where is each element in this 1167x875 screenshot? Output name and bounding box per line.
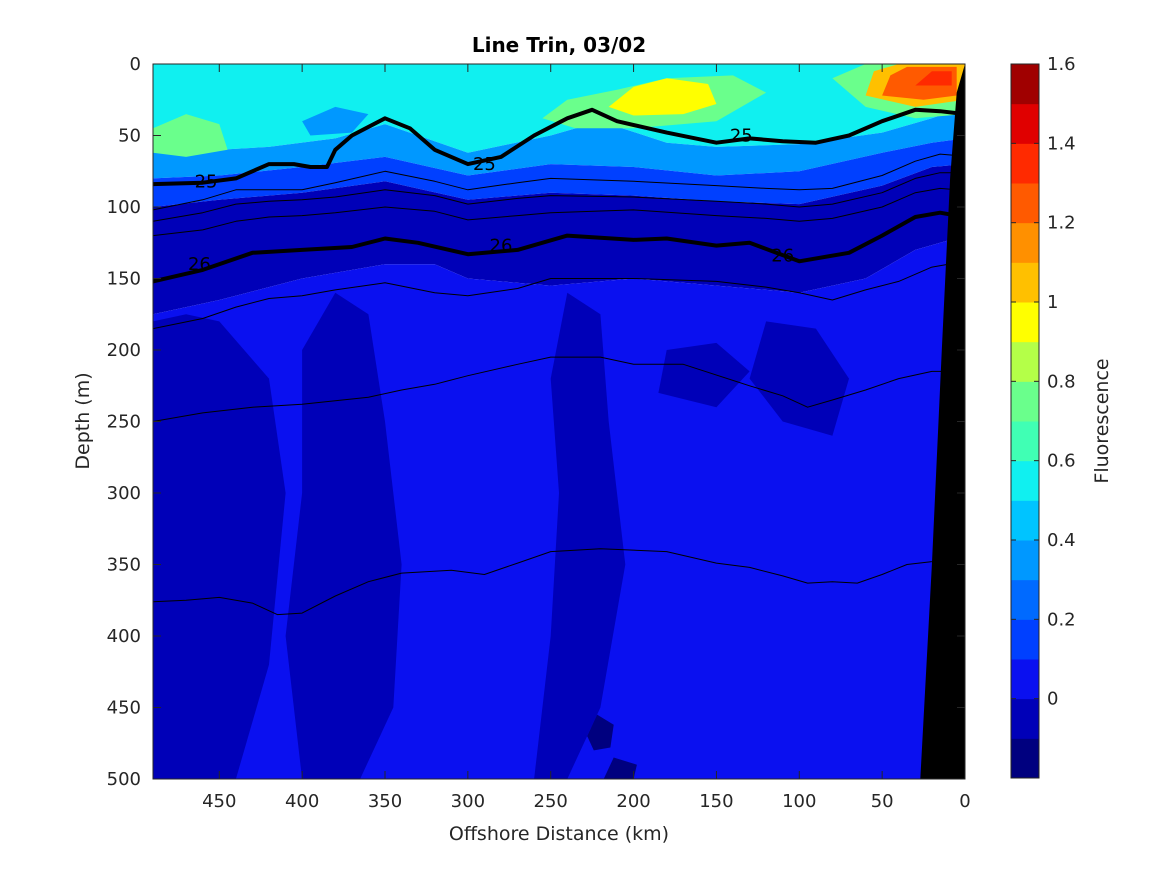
chart-title: Line Trin, 03/02	[472, 33, 646, 57]
y-tick-label-50: 50	[118, 126, 141, 147]
colorbar-level-14	[1011, 183, 1039, 224]
colorbar-level-15	[1011, 143, 1039, 184]
fluorescence-patch-11	[749, 321, 849, 436]
fluorescence-patch-8	[153, 314, 286, 779]
x-tick-label-400: 400	[285, 791, 319, 812]
y-tick-label-350: 350	[107, 555, 141, 576]
colorbar-level-13	[1011, 222, 1039, 263]
fluorescence-patches	[153, 64, 965, 779]
bathymetry-shelf	[920, 64, 965, 779]
colorbar-level-0	[1011, 738, 1039, 779]
x-tick-label-350: 350	[368, 791, 402, 812]
colorbar-tick-label-0: 0	[1047, 689, 1058, 710]
colorbar-level-7	[1011, 460, 1039, 501]
fluorescence-patch-2	[608, 78, 717, 116]
density-contour-thin-7	[153, 548, 932, 616]
x-tick-label-200: 200	[616, 791, 650, 812]
contour-label-26-0: 26	[188, 254, 211, 275]
colorbar-level-5	[1011, 540, 1039, 581]
fluorescence-patch-10	[534, 292, 626, 779]
colorbar-tick-label-0.8: 0.8	[1047, 371, 1076, 392]
y-tick-label-0: 0	[130, 54, 141, 75]
y-axis-label: Depth (m)	[72, 372, 94, 469]
colorbar-tick-label-0.4: 0.4	[1047, 530, 1076, 551]
fluorescence-band-1	[153, 106, 965, 179]
density-contour-26	[153, 210, 965, 284]
contour-label-25-1: 25	[473, 154, 496, 175]
colorbar	[1011, 64, 1039, 779]
colorbar-level-12	[1011, 262, 1039, 303]
colorbar-level-17	[1011, 64, 1039, 105]
contour-label-25-2: 25	[730, 126, 753, 147]
density-contour-25	[153, 107, 965, 187]
contour-label-26-1: 26	[490, 236, 513, 257]
x-tick-label-250: 250	[534, 791, 568, 812]
fluorescence-band-2	[153, 138, 965, 207]
x-tick-label-150: 150	[699, 791, 733, 812]
fluorescence-patch-9	[285, 292, 402, 779]
colorbar-level-4	[1011, 579, 1039, 620]
x-axis-ticks: 450 400 350 300 250 200 150 100 50 0	[202, 64, 971, 812]
fluorescence-patch-6	[915, 71, 952, 86]
colorbar-tick-label-0.6: 0.6	[1047, 451, 1076, 472]
y-axis-ticks: 0 50 100 150 200 250 300 350 400 450 500	[107, 54, 965, 790]
x-tick-label-100: 100	[782, 791, 816, 812]
contour-label-25-0: 25	[195, 171, 218, 192]
colorbar-level-6	[1011, 500, 1039, 541]
colorbar-level-9	[1011, 381, 1039, 422]
colorbar-level-2	[1011, 659, 1039, 700]
colorbar-tick-label-1.4: 1.4	[1047, 133, 1076, 154]
density-contours: 25 25 25 26 26 26	[153, 107, 965, 616]
y-tick-label-100: 100	[107, 197, 141, 218]
fluorescence-patch-7	[302, 106, 369, 136]
colorbar-tick-label-1.6: 1.6	[1047, 54, 1076, 75]
x-axis-label: Offshore Distance (km)	[449, 823, 669, 845]
density-contour-thin-3	[153, 172, 957, 222]
density-contour-thin-4	[153, 187, 957, 237]
y-tick-label-400: 400	[107, 626, 141, 647]
bathymetry-layer	[920, 64, 965, 779]
plot-area: 25 25 25 26 26 26	[153, 64, 965, 779]
y-tick-label-150: 150	[107, 269, 141, 290]
contour-label-26-2: 26	[771, 246, 794, 267]
y-tick-label-450: 450	[107, 698, 141, 719]
density-contour-thin-5	[153, 263, 949, 330]
density-contour-thin-2	[153, 153, 957, 211]
x-tick-label-50: 50	[871, 791, 894, 812]
colorbar-ticks: 0 0.2 0.4 0.6 0.8 1 1.2 1.4 1.6	[1011, 54, 1076, 710]
fluorescence-patch-0	[153, 114, 228, 157]
y-tick-label-200: 200	[107, 340, 141, 361]
fluorescence-patch-12	[658, 342, 750, 408]
colorbar-level-1	[1011, 698, 1039, 739]
x-tick-label-450: 450	[202, 791, 236, 812]
colorbar-level-16	[1011, 103, 1039, 144]
colorbar-tick-label-1: 1	[1047, 292, 1058, 313]
fluorescence-patch-13	[587, 714, 614, 751]
fluorescence-patch-14	[603, 757, 637, 779]
colorbar-tick-label-1.2: 1.2	[1047, 213, 1076, 234]
density-contour-thin-6	[153, 356, 949, 422]
colorbar-tick-label-0.2: 0.2	[1047, 609, 1076, 630]
y-tick-label-250: 250	[107, 412, 141, 433]
x-tick-label-300: 300	[451, 791, 485, 812]
colorbar-level-3	[1011, 619, 1039, 660]
colorbar-frame	[1010, 63, 1040, 779]
y-tick-label-300: 300	[107, 483, 141, 504]
colorbar-level-8	[1011, 421, 1039, 462]
y-tick-label-500: 500	[107, 769, 141, 790]
colorbar-label: Fluorescence	[1091, 358, 1113, 483]
x-tick-label-0: 0	[959, 791, 970, 812]
colorbar-level-11	[1011, 302, 1039, 343]
colorbar-level-10	[1011, 341, 1039, 382]
